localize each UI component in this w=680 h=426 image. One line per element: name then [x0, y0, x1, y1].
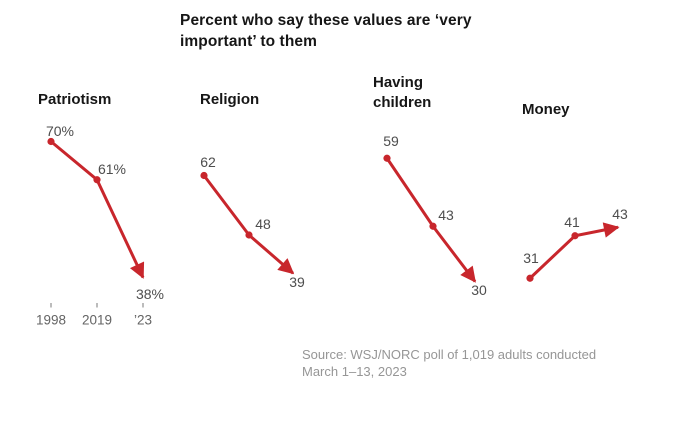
data-point-children-0 [383, 154, 391, 162]
chart-title-having-children: Having children [373, 74, 432, 111]
page-title: Percent who say these values are ‘very i… [180, 12, 472, 50]
chart-title-religion: Religion [200, 91, 260, 108]
data-point-religion-1 [245, 231, 253, 239]
data-point-patriotism-0 [47, 137, 55, 146]
chart-title-patriotism: Patriotism [38, 91, 112, 108]
source-note: Source: WSJ/NORC poll of 1,019 adults co… [302, 346, 652, 380]
data-point-patriotism-1 [93, 176, 101, 184]
source-line-2: March 1–13, 2023 [302, 364, 407, 379]
trend-line-religion [202, 174, 295, 275]
data-point-money-1 [571, 232, 579, 240]
chart-title-money: Money [522, 101, 570, 118]
trend-line-children [385, 157, 477, 283]
data-point-money-0 [526, 274, 534, 282]
trend-line-patriotism [50, 140, 145, 279]
data-point-children-1 [429, 222, 437, 230]
data-point-religion-0 [200, 171, 208, 180]
source-line-1: Source: WSJ/NORC poll of 1,019 adults co… [302, 347, 597, 362]
